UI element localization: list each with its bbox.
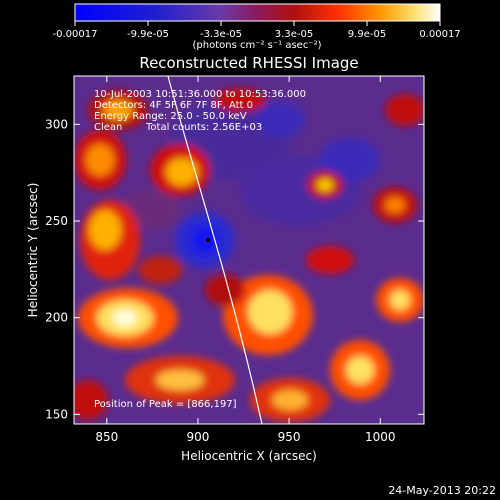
annotation-peak-position: Position of Peak = [866,197] <box>94 399 237 410</box>
y-tick-label: 200 <box>45 311 68 325</box>
colorbar-units: (photons cm⁻² s⁻¹ asec⁻²) <box>192 40 321 51</box>
peak-marker <box>206 238 210 242</box>
x-tick-label: 1000 <box>365 430 396 444</box>
y-tick-label: 150 <box>45 407 68 421</box>
x-tick-label: 850 <box>95 430 118 444</box>
solar-limb-line <box>167 76 263 424</box>
x-axis-label: Heliocentric X (arcsec) <box>181 449 317 463</box>
plot-frame <box>73 75 425 425</box>
colorbar-tick-label: -9.9e-05 <box>127 29 169 40</box>
colorbar-tick-label: -3.3e-05 <box>200 29 242 40</box>
colorbar-tick-label: 9.9e-05 <box>348 29 386 40</box>
colorbar-tick-label: 0.00017 <box>419 29 460 40</box>
annotation-clean: Clean <box>94 122 122 133</box>
colorbar-tick-label: -0.00017 <box>53 29 98 40</box>
chart-title: Reconstructed RHESSI Image <box>139 54 358 72</box>
heatmap-image <box>74 76 424 424</box>
x-tick-label: 900 <box>187 430 210 444</box>
y-tick-label: 250 <box>45 214 68 228</box>
colorbar-tick-label: 3.3e-05 <box>275 29 313 40</box>
annotation-energy-range: Energy Range: 25.0 - 50.0 keV <box>94 111 247 122</box>
footer-timestamp: 24-May-2013 20:22 <box>388 484 496 497</box>
x-tick-label: 950 <box>278 430 301 444</box>
annotation-time-range: 10-Jul-2003 10:51:36.000 to 10:53:36.000 <box>94 89 306 100</box>
colorbar-ticks: -0.00017 -9.9e-05 -3.3e-05 3.3e-05 9.9e-05 0.… <box>53 21 461 40</box>
colorbar <box>74 3 441 22</box>
annotation-total-counts: Total counts: 2.56E+03 <box>145 122 262 133</box>
y-tick-label: 300 <box>45 117 68 131</box>
y-axis-label: Heliocentric Y (arcsec) <box>26 183 40 318</box>
annotation-detectors: Detectors: 4F 5F 6F 7F 8F, Att 0 <box>94 100 253 111</box>
y-axis-ticks: 150 200 250 300 <box>45 117 424 421</box>
x-axis-ticks: 850 900 950 1000 <box>95 76 396 444</box>
